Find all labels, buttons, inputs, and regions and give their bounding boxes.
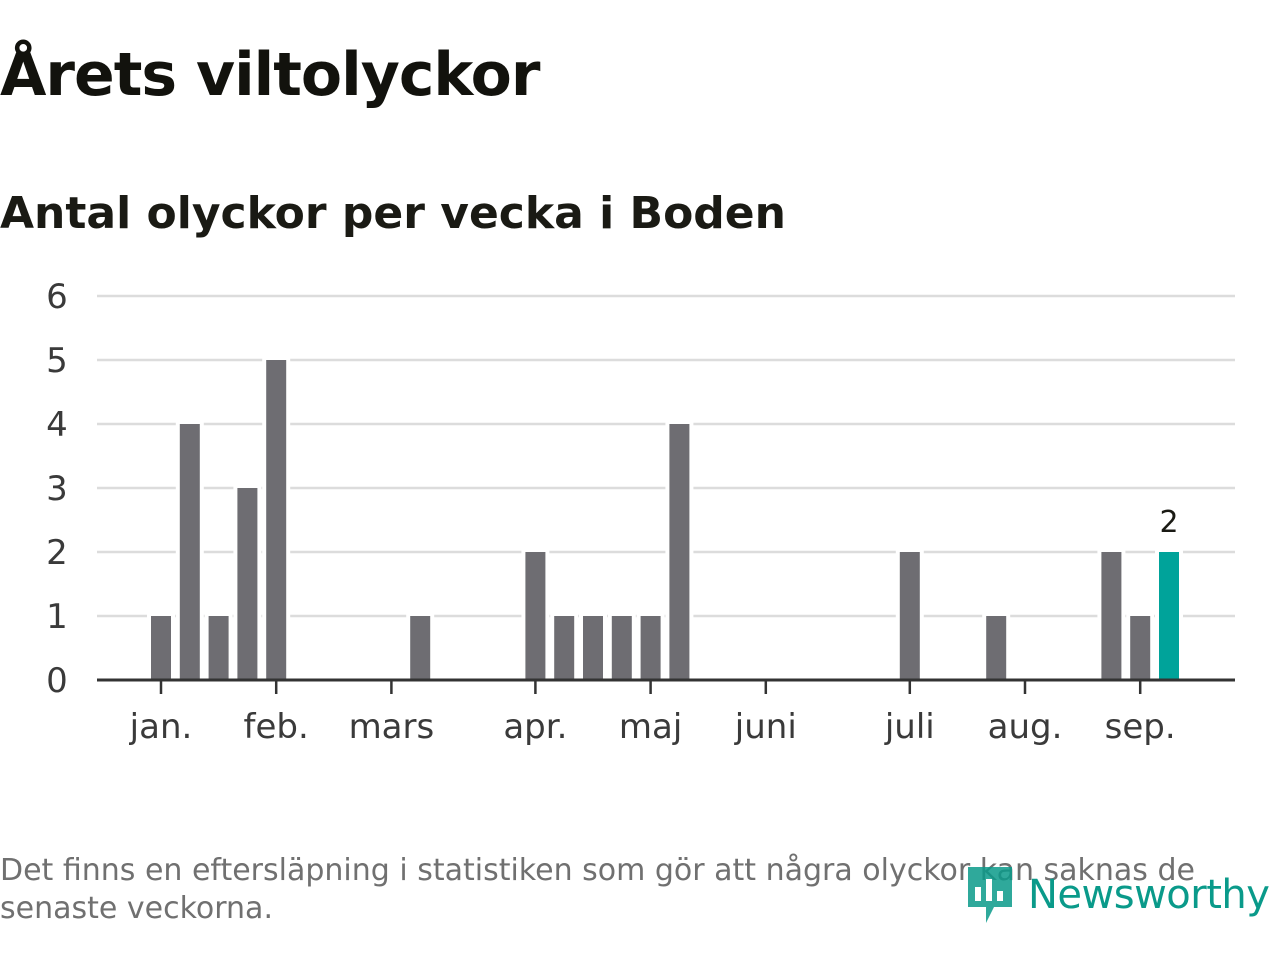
y-tick-label: 5 (46, 341, 68, 381)
brand-logo[interactable]: Newsworthy (964, 862, 1270, 928)
bar (208, 616, 229, 680)
x-axis (97, 678, 1235, 694)
y-tick-label: 0 (46, 661, 68, 701)
chart-subtitle: Antal olyckor per vecka i Boden (0, 188, 786, 239)
y-tick-label: 3 (46, 469, 68, 509)
bar (1101, 552, 1122, 680)
bar (554, 616, 575, 680)
y-tick-label: 4 (46, 405, 68, 445)
x-tick-label: mars (349, 707, 435, 747)
x-tick-label: aug. (988, 707, 1063, 747)
y-tick-label: 2 (46, 533, 68, 573)
bar (410, 616, 431, 680)
bar (669, 424, 690, 680)
y-tick-label: 1 (46, 597, 68, 637)
x-tick-label: feb. (244, 707, 309, 747)
bar (640, 616, 661, 680)
bar (266, 360, 287, 680)
bars (147, 357, 1183, 680)
x-tick-label: juli (884, 707, 935, 747)
y-tick-label: 6 (46, 277, 68, 317)
bar (583, 616, 603, 680)
x-tick-label: maj (619, 707, 682, 747)
bar (525, 552, 546, 680)
x-tick-label: sep. (1105, 707, 1176, 747)
footnote: Det finns en eftersläpning i statistiken… (0, 853, 1195, 926)
x-tick-label: juni (734, 707, 797, 747)
bar-data-label: 2 (1159, 505, 1178, 540)
bar (611, 616, 632, 680)
bar (1130, 616, 1151, 680)
bar (179, 424, 200, 680)
bar (151, 616, 171, 680)
x-tick-label: jan. (129, 707, 193, 747)
bar (986, 616, 1007, 680)
bar-highlight (1159, 552, 1179, 680)
brand-name: Newsworthy (1028, 872, 1270, 918)
chart-title: Årets viltolyckor (0, 40, 540, 110)
axis-labels: 0 1 2 3 4 5 6 2 jan. feb. mars apr. maj juni juli aug. s… (46, 277, 1178, 747)
bar-chart: 0 1 2 3 4 5 6 2 jan. feb. mars apr. maj juni juli aug. s… (46, 277, 1235, 747)
bar (899, 552, 920, 680)
newsworthy-logo-icon (968, 867, 1012, 923)
bar (237, 488, 258, 680)
x-tick-label: apr. (503, 707, 567, 747)
